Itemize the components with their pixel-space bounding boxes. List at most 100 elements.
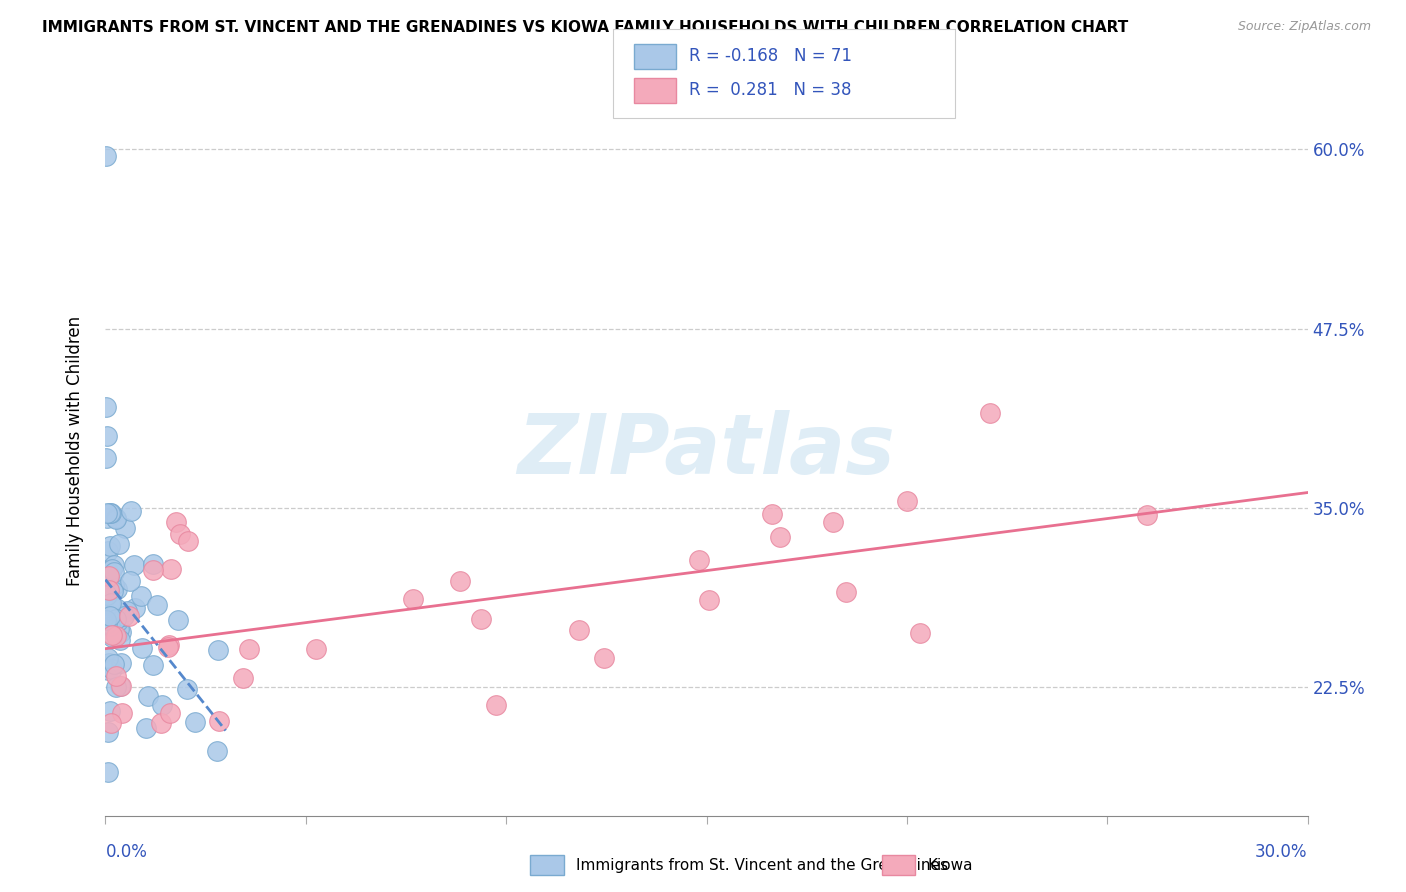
Point — [97, 724, 120, 739]
Point — [821, 515, 844, 529]
Point — [165, 516, 187, 530]
Point — [98, 582, 121, 597]
Point — [98, 568, 121, 582]
Point — [1136, 508, 1159, 522]
Text: 30.0%: 30.0% — [1256, 843, 1308, 861]
Point — [207, 744, 229, 758]
Point — [100, 506, 122, 520]
Point — [305, 641, 328, 656]
Point — [166, 613, 188, 627]
Point — [184, 714, 207, 729]
Point — [100, 596, 122, 610]
Point — [835, 585, 858, 599]
Point — [135, 721, 157, 735]
Point — [101, 584, 124, 599]
Point — [207, 642, 229, 657]
Point — [142, 564, 165, 578]
Point — [98, 539, 121, 553]
Point — [96, 429, 118, 443]
Point — [697, 592, 720, 607]
Point — [104, 669, 127, 683]
Point — [150, 715, 173, 730]
Point — [107, 622, 129, 636]
Point — [592, 650, 614, 665]
Point — [115, 604, 138, 618]
Point — [129, 589, 152, 603]
Point — [402, 591, 425, 606]
Point — [470, 611, 492, 625]
Point — [110, 624, 132, 639]
Point — [108, 537, 131, 551]
Point — [176, 681, 198, 696]
Point — [112, 608, 135, 623]
Point — [769, 530, 792, 544]
Point — [108, 679, 131, 693]
Point — [98, 656, 121, 670]
Point — [177, 533, 200, 548]
Point — [96, 616, 118, 631]
Point — [131, 640, 153, 655]
Point — [105, 511, 128, 525]
Y-axis label: Family Households with Children: Family Households with Children — [66, 316, 84, 585]
Point — [114, 521, 136, 535]
Point — [97, 622, 120, 636]
Point — [118, 574, 141, 588]
Point — [107, 614, 129, 628]
Point — [150, 698, 173, 713]
Point — [979, 406, 1001, 420]
Point — [449, 574, 471, 588]
Point — [159, 706, 181, 720]
Point — [101, 630, 124, 644]
Point — [94, 149, 117, 163]
Point — [96, 617, 118, 632]
Point — [96, 589, 118, 603]
Point — [688, 553, 710, 567]
Point — [160, 562, 183, 576]
Point — [103, 558, 125, 572]
Point — [96, 571, 118, 585]
Text: ZIPatlas: ZIPatlas — [517, 410, 896, 491]
Point — [98, 506, 121, 520]
Point — [208, 714, 231, 728]
Point — [146, 599, 169, 613]
Point — [157, 638, 180, 652]
Point — [761, 507, 783, 521]
Point — [124, 601, 146, 615]
Text: R = -0.168   N = 71: R = -0.168 N = 71 — [689, 47, 852, 65]
Point — [136, 689, 159, 703]
Point — [110, 656, 132, 670]
Point — [104, 511, 127, 525]
Text: R =  0.281   N = 38: R = 0.281 N = 38 — [689, 81, 852, 99]
Text: 0.0%: 0.0% — [105, 843, 148, 861]
Point — [96, 511, 118, 525]
Point — [101, 662, 124, 676]
Point — [232, 671, 254, 685]
Point — [96, 614, 118, 628]
Point — [105, 680, 128, 694]
Point — [98, 609, 121, 624]
Text: Kiowa: Kiowa — [928, 858, 973, 872]
Point — [104, 620, 127, 634]
Point — [157, 640, 180, 654]
Point — [101, 627, 124, 641]
Point — [103, 577, 125, 591]
Point — [118, 609, 141, 624]
Point — [97, 663, 120, 677]
Point — [103, 565, 125, 579]
Point — [98, 619, 121, 633]
Point — [97, 765, 120, 780]
Point — [105, 582, 128, 596]
Point — [110, 679, 132, 693]
Point — [120, 504, 142, 518]
Point — [124, 558, 146, 572]
Point — [98, 704, 121, 718]
Point — [97, 565, 120, 579]
Point — [568, 624, 591, 638]
Point — [105, 627, 128, 641]
Point — [105, 630, 128, 644]
Point — [111, 706, 134, 720]
Point — [97, 563, 120, 577]
Point — [97, 651, 120, 665]
Text: Immigrants from St. Vincent and the Grenadines: Immigrants from St. Vincent and the Gren… — [576, 858, 949, 872]
Point — [142, 658, 165, 673]
